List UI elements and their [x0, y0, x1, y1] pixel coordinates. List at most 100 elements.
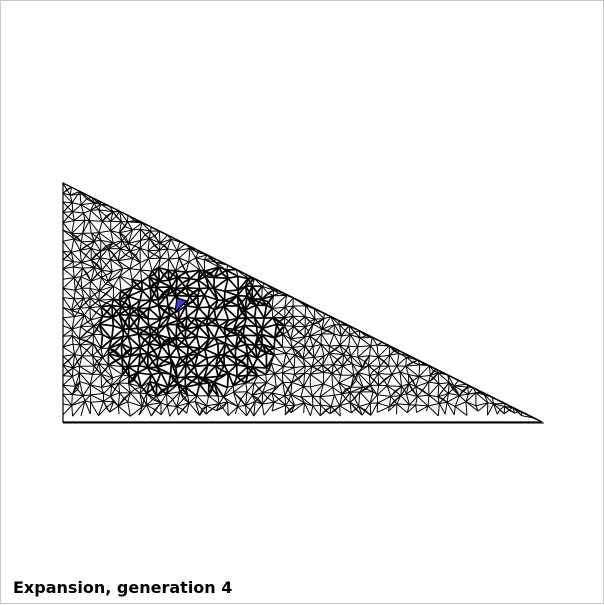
mesh-edge — [371, 338, 372, 346]
mesh-edge — [104, 393, 111, 396]
mesh-edge — [99, 291, 100, 301]
mesh-edge — [141, 270, 142, 282]
mesh-edge — [74, 213, 83, 221]
mesh-edge — [238, 399, 241, 407]
mesh-edge — [73, 212, 84, 213]
mesh-edge — [321, 330, 328, 334]
mesh-edge — [298, 342, 305, 346]
mesh-edge — [114, 286, 122, 291]
mesh-edge — [169, 251, 177, 259]
mesh-edge — [332, 374, 333, 388]
mesh-edge — [186, 306, 187, 317]
mesh-edge — [294, 326, 299, 332]
mesh-edge — [305, 306, 306, 317]
mesh-edge — [83, 210, 90, 213]
mesh-edge — [63, 371, 68, 376]
mesh-edge — [90, 294, 94, 298]
mesh-edge — [274, 347, 282, 348]
mesh-edge — [135, 246, 140, 249]
mesh-edge — [105, 365, 108, 370]
mesh-edge — [177, 347, 188, 348]
mesh-edge — [93, 334, 102, 335]
mesh-edge — [224, 365, 236, 366]
mesh-edge — [324, 374, 332, 384]
mesh-edge — [150, 227, 151, 231]
mesh-edge — [118, 261, 130, 269]
mesh-edge — [63, 207, 68, 212]
mesh-edge — [305, 346, 313, 347]
mesh-edge — [391, 391, 395, 396]
mesh-edge — [168, 259, 169, 270]
mesh-edge — [228, 278, 238, 290]
mesh-edge — [215, 337, 227, 338]
mesh-edge — [167, 399, 172, 405]
mesh-edge — [379, 385, 388, 386]
mesh-edge — [102, 265, 106, 270]
mesh-edge — [148, 250, 160, 251]
mesh-edge — [305, 373, 311, 374]
mesh-edge — [350, 387, 351, 392]
mesh-edge — [148, 308, 149, 319]
mesh-edge — [75, 355, 78, 362]
mesh-edge — [130, 269, 141, 270]
mesh-edge — [72, 394, 73, 405]
mesh-edge — [200, 289, 205, 296]
mesh-edge — [83, 385, 90, 396]
mesh-edge — [68, 252, 72, 256]
mesh-edge — [243, 326, 244, 336]
mesh-edge — [148, 251, 154, 255]
mesh-edge — [86, 255, 91, 260]
mesh-edge — [374, 370, 378, 373]
mesh-edge — [149, 258, 161, 259]
mesh-edge — [368, 357, 378, 366]
mesh-edge — [73, 368, 80, 373]
mesh-edge — [272, 296, 286, 309]
mesh-edge — [274, 353, 286, 354]
mesh-edge — [101, 275, 106, 277]
mesh-edge — [228, 276, 238, 278]
mesh-edge — [154, 246, 159, 251]
mesh-edge — [113, 212, 116, 217]
mesh-edge — [200, 384, 209, 396]
mesh-edge — [207, 358, 208, 365]
mesh-edge — [168, 296, 176, 307]
mesh-edge — [283, 367, 294, 368]
mesh-edge — [282, 334, 283, 347]
mesh-edge — [419, 365, 420, 377]
mesh-edge — [79, 339, 86, 340]
mesh-edge — [253, 358, 257, 367]
mesh-edge — [254, 383, 259, 388]
mesh-edge — [84, 308, 90, 315]
mesh-edge — [87, 245, 92, 248]
mesh-edge — [257, 358, 266, 368]
mesh-edge — [78, 277, 81, 284]
mesh-edge — [120, 276, 121, 291]
mesh-edge — [143, 400, 144, 407]
mesh-edge — [286, 353, 290, 360]
mesh-edge — [128, 296, 140, 300]
mesh-edge — [197, 384, 200, 396]
mesh-edge — [63, 202, 72, 203]
mesh-edge — [72, 376, 75, 386]
mesh-edge — [266, 375, 267, 383]
mesh-edge — [71, 239, 74, 252]
mesh-edge — [83, 267, 95, 268]
mesh-edge — [83, 396, 85, 401]
mesh-edge — [343, 355, 344, 366]
mesh-edge — [106, 216, 111, 221]
mesh-edge — [96, 254, 100, 257]
mesh-edge — [368, 366, 369, 376]
mesh-edge — [112, 385, 116, 389]
mesh-edge — [254, 383, 267, 384]
mesh-edge — [334, 325, 335, 334]
mesh-edge — [282, 368, 294, 373]
mesh-edge — [167, 296, 168, 307]
mesh-edge — [305, 327, 308, 331]
mesh-edge — [73, 205, 81, 212]
mesh-edge — [63, 212, 73, 213]
mesh-edge — [107, 378, 113, 381]
mesh-edge — [168, 249, 178, 251]
mesh-edge — [216, 319, 229, 320]
mesh-edge — [309, 347, 313, 353]
mesh-edge — [90, 308, 91, 320]
